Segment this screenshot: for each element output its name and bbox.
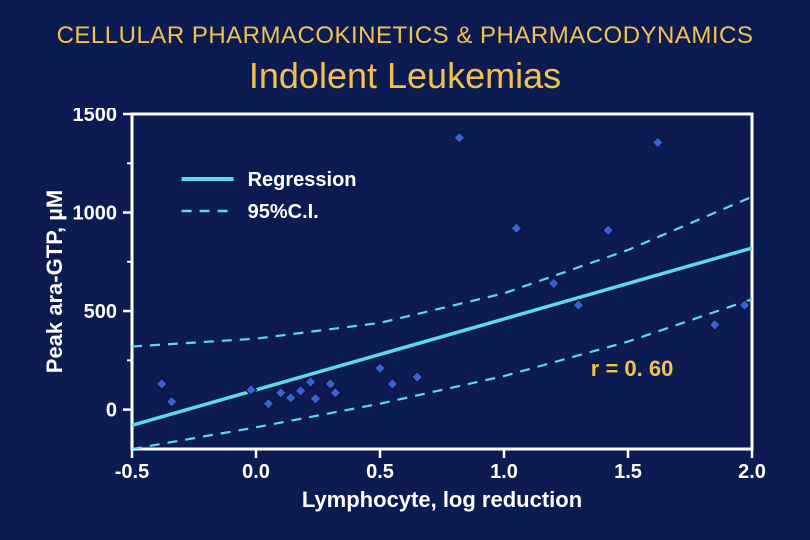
x-tick-label: 1.5: [614, 461, 642, 483]
data-point: [511, 223, 522, 234]
x-tick-label: -0.5: [115, 461, 149, 483]
data-point: [454, 132, 465, 143]
data-point: [652, 137, 663, 148]
data-point: [263, 398, 274, 409]
x-axis-label: Lymphocyte, log reduction: [302, 487, 582, 512]
data-point: [412, 372, 423, 383]
x-tick-label: 2.0: [738, 461, 766, 483]
y-tick-label: 1500: [73, 108, 118, 126]
data-point: [310, 393, 321, 404]
data-point: [305, 377, 316, 388]
data-point: [156, 378, 167, 389]
data-point: [603, 225, 614, 236]
data-point: [375, 363, 386, 374]
title: Indolent Leukemias: [0, 55, 810, 97]
data-point: [387, 378, 398, 389]
data-point: [166, 396, 177, 407]
y-axis-label: Peak ara-GTP, µM: [42, 190, 67, 373]
y-tick-label: 500: [84, 301, 117, 323]
scatter-chart: 0 500 1000 1500 -0.5 0.0 0.5 1.0 1.5 2.0 Lymphocyt…: [40, 108, 770, 513]
y-tick-label: 1000: [73, 203, 118, 225]
data-point: [275, 387, 286, 398]
data-point: [548, 278, 559, 289]
data-point: [573, 300, 584, 311]
regression-line: [132, 248, 752, 425]
r-annotation: r = 0. 60: [591, 356, 674, 381]
y-tick-label: 0: [106, 400, 117, 422]
ci-upper: [132, 197, 752, 347]
x-tick-label: 0.5: [366, 461, 394, 483]
legend-label: Regression: [248, 169, 357, 191]
supertitle: CELLULAR PHARMACOKINETICS & PHARMACODYNA…: [0, 22, 810, 50]
legend-label: 95%C.I.: [248, 201, 319, 223]
data-point: [295, 385, 306, 396]
x-tick-label: 0.0: [242, 461, 270, 483]
x-tick-label: 1.0: [490, 461, 518, 483]
data-point: [709, 319, 720, 330]
data-point: [285, 392, 296, 403]
